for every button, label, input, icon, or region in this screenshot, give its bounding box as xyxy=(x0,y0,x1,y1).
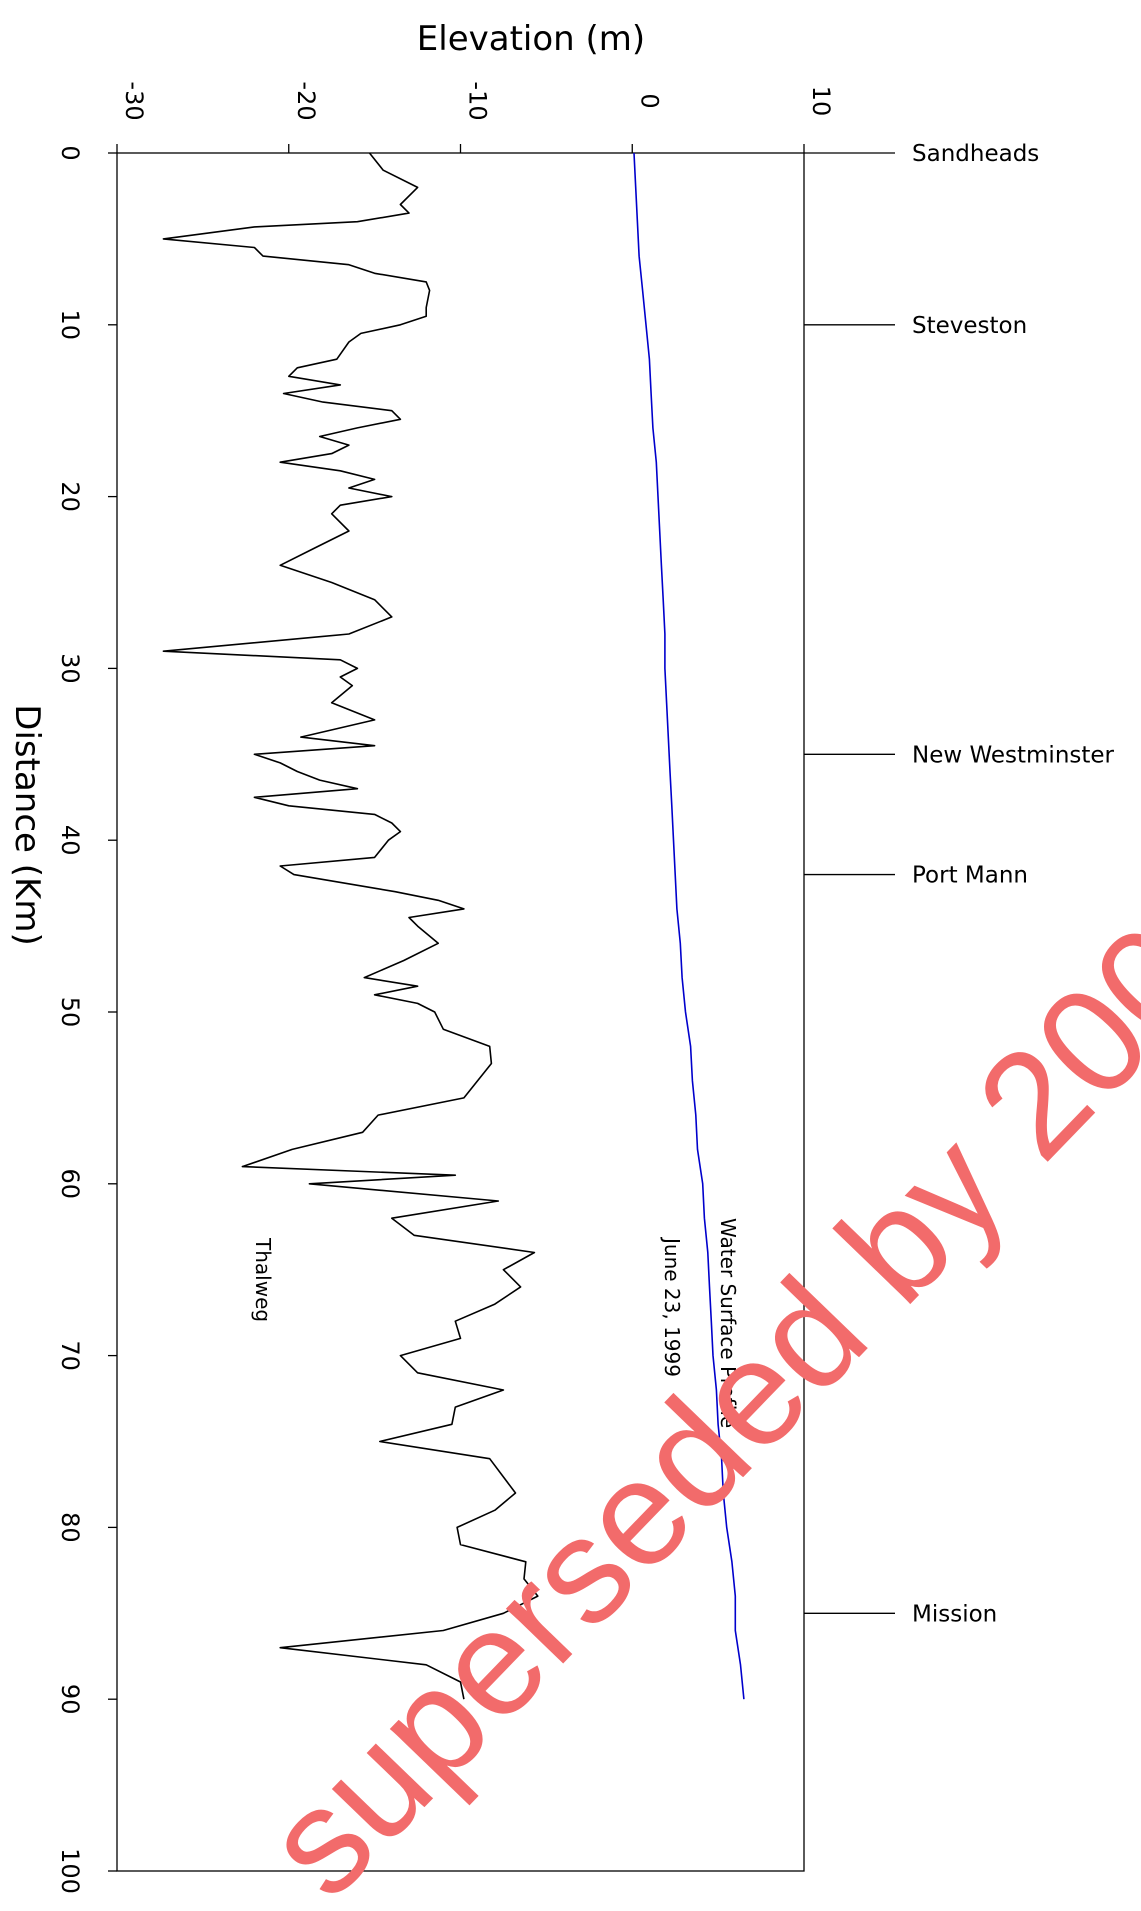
distance-tick-label: 30 xyxy=(56,653,84,684)
station-markers: Sandheads Steveston New Westminster Port Ma… xyxy=(804,141,1115,1627)
distance-tick-label: 50 xyxy=(56,997,84,1028)
data-series xyxy=(162,152,745,1700)
station-label: Port Mann xyxy=(912,863,1028,889)
distance-tick-label: 20 xyxy=(56,481,84,512)
superseded-watermark: superseded by 2008 report xyxy=(232,521,1141,1911)
water-surface-profile-line xyxy=(633,152,745,1700)
elevation-tick-label: -30 xyxy=(120,81,148,120)
station-label: Mission xyxy=(912,1601,997,1627)
elevation-tick-label: -20 xyxy=(292,81,320,120)
distance-tick-label: 40 xyxy=(56,825,84,856)
distance-tick-label: 10 xyxy=(56,310,84,341)
distance-tick-label: 90 xyxy=(56,1684,84,1715)
station-label: Sandheads xyxy=(912,141,1039,167)
thalweg-line xyxy=(162,152,539,1700)
distance-axis-title: Distance (Km) xyxy=(7,704,47,945)
distance-tick-label: 70 xyxy=(56,1340,84,1371)
water-profile-date: June 23, 1999 xyxy=(660,1236,684,1377)
water-profile-label: Water Surface Profile xyxy=(716,1218,740,1428)
elevation-tick-label: 0 xyxy=(635,93,663,108)
distance-tick-label: 0 xyxy=(56,145,84,160)
station-label: New Westminster xyxy=(912,742,1115,768)
distance-tick-label: 80 xyxy=(56,1512,84,1543)
station-label: Steveston xyxy=(912,313,1027,339)
distance-tick-label: 60 xyxy=(56,1169,84,1200)
elevation-axis-title: Elevation (m) xyxy=(417,19,645,59)
distance-tick-label: 100 xyxy=(56,1848,84,1894)
thalweg-label: Thalweg xyxy=(251,1237,275,1322)
elevation-tick-label: -10 xyxy=(464,81,492,120)
elevation-tick-label: 10 xyxy=(807,86,835,117)
